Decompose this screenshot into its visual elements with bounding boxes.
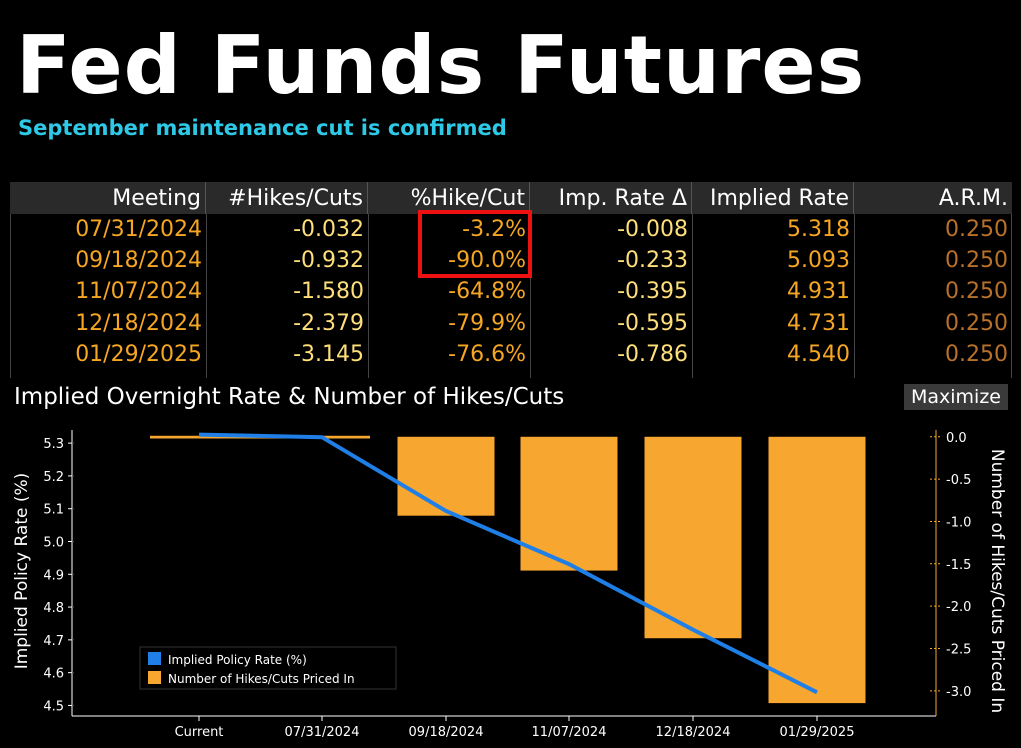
right-tick-label: -1.5 xyxy=(946,558,971,573)
legend-swatch xyxy=(148,671,161,684)
left-tick-label: 4.7 xyxy=(43,634,64,649)
cell-imp-rate-delta: -0.786 xyxy=(617,342,688,367)
cell-imp-rate-delta: -0.395 xyxy=(617,279,688,304)
cell-hikes-cuts: -0.932 xyxy=(293,248,364,273)
cell-pct-hike-cut: -90.0% xyxy=(448,248,526,273)
page-title: Fed Funds Futures xyxy=(16,19,866,112)
cell-pct-hike-cut: -3.2% xyxy=(462,217,526,242)
col-header-implied-rate[interactable]: Implied Rate xyxy=(692,182,854,214)
left-tick-label: 5.1 xyxy=(43,503,64,518)
legend-box xyxy=(139,646,397,690)
page-subtitle: September maintenance cut is confirmed xyxy=(18,116,507,140)
right-tick-label: -1.0 xyxy=(946,515,971,530)
cell-imp-rate-delta: -0.008 xyxy=(617,217,688,242)
left-tick-label: 4.9 xyxy=(43,568,64,583)
right-tick-label: -2.5 xyxy=(946,642,971,657)
cell-implied-rate: 4.540 xyxy=(787,342,850,367)
cell-meeting: 01/29/2025 xyxy=(75,342,202,367)
cell-meeting: 09/18/2024 xyxy=(75,248,202,273)
legend-label: Implied Policy Rate (%) xyxy=(168,653,307,667)
chart-header: Implied Overnight Rate & Number of Hikes… xyxy=(0,382,1021,412)
cell-pct-hike-cut: -79.9% xyxy=(448,311,526,336)
left-tick-label: 5.0 xyxy=(43,535,64,550)
left-tick-label: 4.5 xyxy=(43,699,64,714)
cell-implied-rate: 5.318 xyxy=(787,217,850,242)
left-tick-label: 5.2 xyxy=(43,470,64,485)
cell-meeting: 07/31/2024 xyxy=(75,217,202,242)
col-header-meeting[interactable]: Meeting xyxy=(10,182,206,214)
cell-implied-rate: 4.731 xyxy=(787,311,850,336)
cell-arm: 0.250 xyxy=(945,248,1008,273)
cell-pct-hike-cut: -64.8% xyxy=(448,279,526,304)
legend-label: Number of Hikes/Cuts Priced In xyxy=(168,672,355,686)
col-header-hikes-cuts[interactable]: #Hikes/Cuts xyxy=(206,182,368,214)
left-tick-label: 4.6 xyxy=(43,667,64,682)
cell-arm: 0.250 xyxy=(945,279,1008,304)
policy-rate-line xyxy=(198,432,818,695)
x-tick-label: Current xyxy=(175,725,224,740)
cell-hikes-cuts: -2.379 xyxy=(293,311,364,336)
highlight-box xyxy=(418,210,532,278)
x-tick-label: 01/29/2025 xyxy=(780,725,855,740)
x-tick-label: 12/18/2024 xyxy=(656,725,731,740)
cell-implied-rate: 4.931 xyxy=(787,279,850,304)
col-header-pct-hike-cut[interactable]: %Hike/Cut xyxy=(368,182,530,214)
cell-imp-rate-delta: -0.233 xyxy=(617,248,688,273)
cell-meeting: 11/07/2024 xyxy=(75,279,202,304)
right-tick-label: -2.0 xyxy=(946,600,971,615)
right-tick-label: 0.0 xyxy=(946,431,967,446)
cell-pct-hike-cut: -76.6% xyxy=(448,342,526,367)
table-header-row: Meeting #Hikes/Cuts %Hike/Cut Imp. Rate … xyxy=(10,182,1012,214)
maximize-button[interactable]: Maximize xyxy=(904,384,1008,410)
futures-table: Meeting #Hikes/Cuts %Hike/Cut Imp. Rate … xyxy=(10,182,1012,382)
x-tick-label: 11/07/2024 xyxy=(532,725,607,740)
cell-meeting: 12/18/2024 xyxy=(75,311,202,336)
bar xyxy=(768,436,866,704)
col-header-imp-rate-delta[interactable]: Imp. Rate Δ xyxy=(530,182,692,214)
col-header-arm[interactable]: A.R.M. xyxy=(938,186,1008,211)
cell-arm: 0.250 xyxy=(945,311,1008,336)
right-tick-label: -0.5 xyxy=(946,473,971,488)
y-axis-label: Implied Policy Rate (%) xyxy=(12,473,32,670)
left-tick-label: 5.3 xyxy=(43,437,64,452)
cell-implied-rate: 5.093 xyxy=(787,248,850,273)
cell-hikes-cuts: -3.145 xyxy=(293,342,364,367)
chart-title: Implied Overnight Rate & Number of Hikes… xyxy=(14,384,565,410)
x-tick-label: 07/31/2024 xyxy=(285,725,360,740)
cell-hikes-cuts: -0.032 xyxy=(293,217,364,242)
cell-imp-rate-delta: -0.595 xyxy=(617,311,688,336)
right-tick-label: -3.0 xyxy=(946,685,971,700)
y-axis-right-label: Number of Hikes/Cuts Priced In xyxy=(987,449,1007,713)
rate-hikes-chart: 5.3 5.2 5.1 5.0 4.9 4.8 4.7 4.6 4.5 0.0 -0.5 -1.0 -1… xyxy=(12,430,1007,740)
bar xyxy=(644,436,742,639)
cell-arm: 0.250 xyxy=(945,217,1008,242)
left-tick-label: 4.8 xyxy=(43,601,64,616)
x-tick-label: 09/18/2024 xyxy=(409,725,484,740)
legend-swatch xyxy=(148,652,161,665)
cell-hikes-cuts: -1.580 xyxy=(293,279,364,304)
bar xyxy=(397,436,495,516)
cell-arm: 0.250 xyxy=(945,342,1008,367)
